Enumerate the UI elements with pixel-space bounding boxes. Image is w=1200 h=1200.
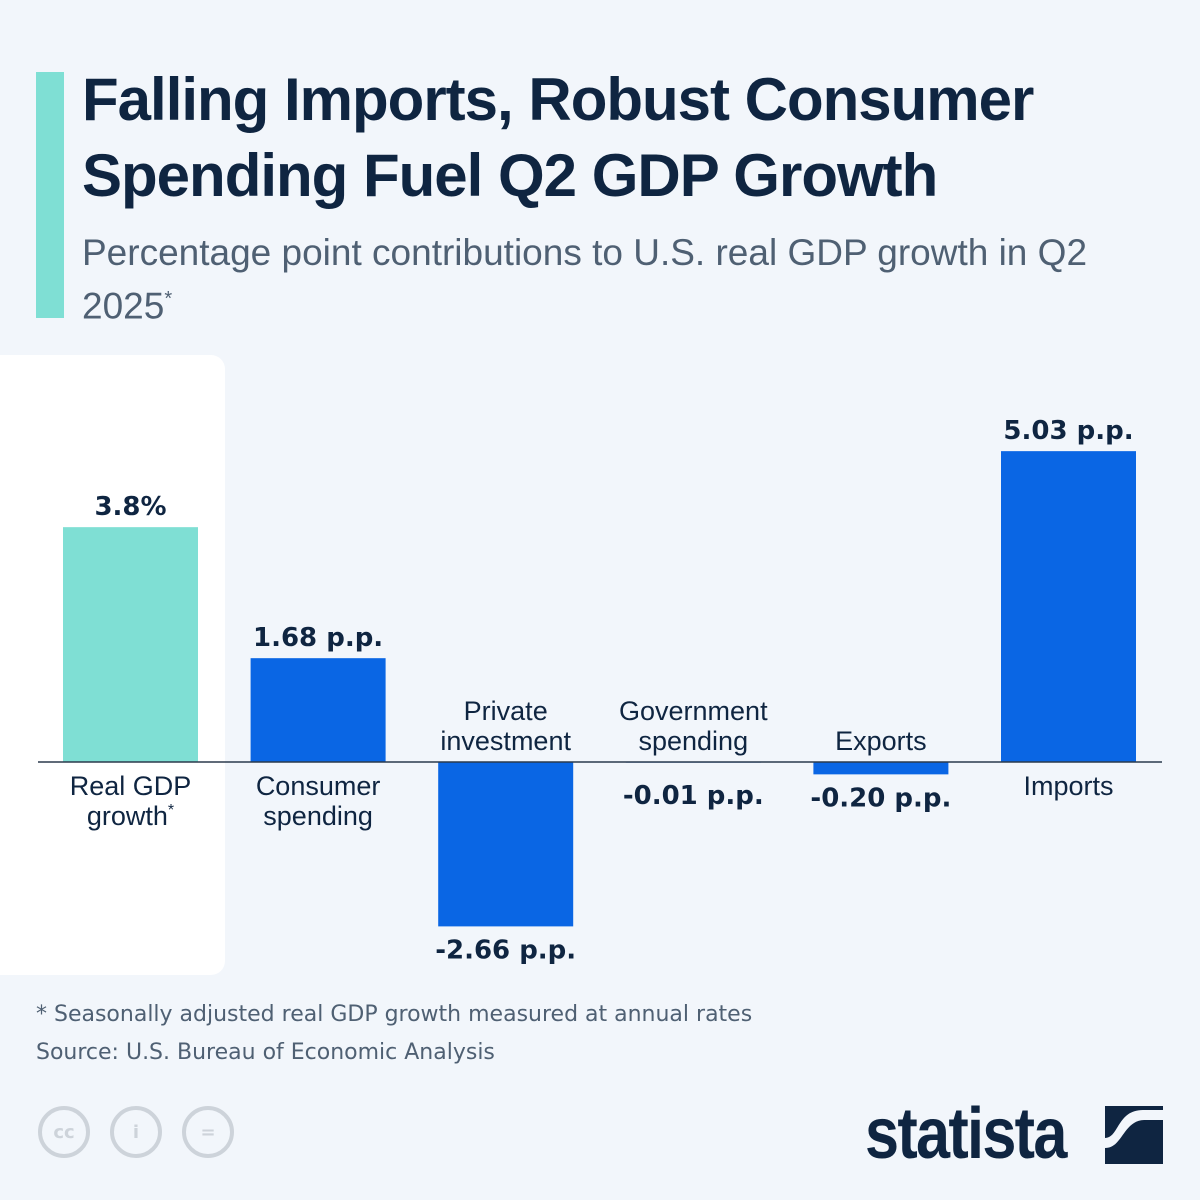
attribution-icon[interactable]: i	[110, 1106, 162, 1158]
statista-logo-icon	[1105, 1106, 1163, 1164]
chart-subtitle: Percentage point contributions to U.S. r…	[82, 230, 1182, 329]
bar-4	[813, 762, 949, 775]
chart-title: Falling Imports, Robust Consumer Spendin…	[82, 66, 1034, 209]
bar-2	[438, 762, 574, 927]
chart-header: Falling Imports, Robust Consumer Spendin…	[82, 62, 1182, 329]
category-label-2: investment	[440, 726, 571, 756]
category-label-0: growth*	[87, 801, 174, 831]
cc-icon[interactable]: cc	[38, 1106, 90, 1158]
data-label-5: 5.03 p.p.	[1003, 416, 1133, 446]
category-label-5: Imports	[1023, 771, 1113, 801]
data-label-2: -2.66 p.p.	[435, 935, 576, 965]
category-label-1: spending	[263, 801, 373, 831]
data-label-1: 1.68 p.p.	[253, 623, 383, 653]
bar-0	[63, 527, 198, 762]
subtitle-text: Percentage point contributions to U.S. r…	[82, 232, 1088, 327]
bar-1	[250, 658, 386, 762]
data-label-4: -0.20 p.p.	[810, 783, 951, 813]
subtitle-asterisk: *	[164, 288, 173, 310]
category-label-3: spending	[638, 726, 748, 756]
category-label-4: Exports	[835, 726, 927, 756]
category-label-0: Real GDP	[70, 771, 192, 801]
footnote: * Seasonally adjusted real GDP growth me…	[36, 1002, 753, 1027]
data-label-0: 3.8%	[94, 492, 166, 522]
category-label-2: Private	[464, 696, 548, 726]
title-accent-bar	[36, 72, 64, 318]
bar-5	[1001, 451, 1136, 762]
statista-logo[interactable]: statista	[865, 1094, 1067, 1174]
category-label-1: Consumer	[256, 771, 381, 801]
source: Source: U.S. Bureau of Economic Analysis	[36, 1040, 495, 1065]
no-derivatives-icon[interactable]: =	[182, 1106, 234, 1158]
data-label-3: -0.01 p.p.	[623, 781, 764, 811]
category-label-3: Government	[619, 696, 768, 726]
